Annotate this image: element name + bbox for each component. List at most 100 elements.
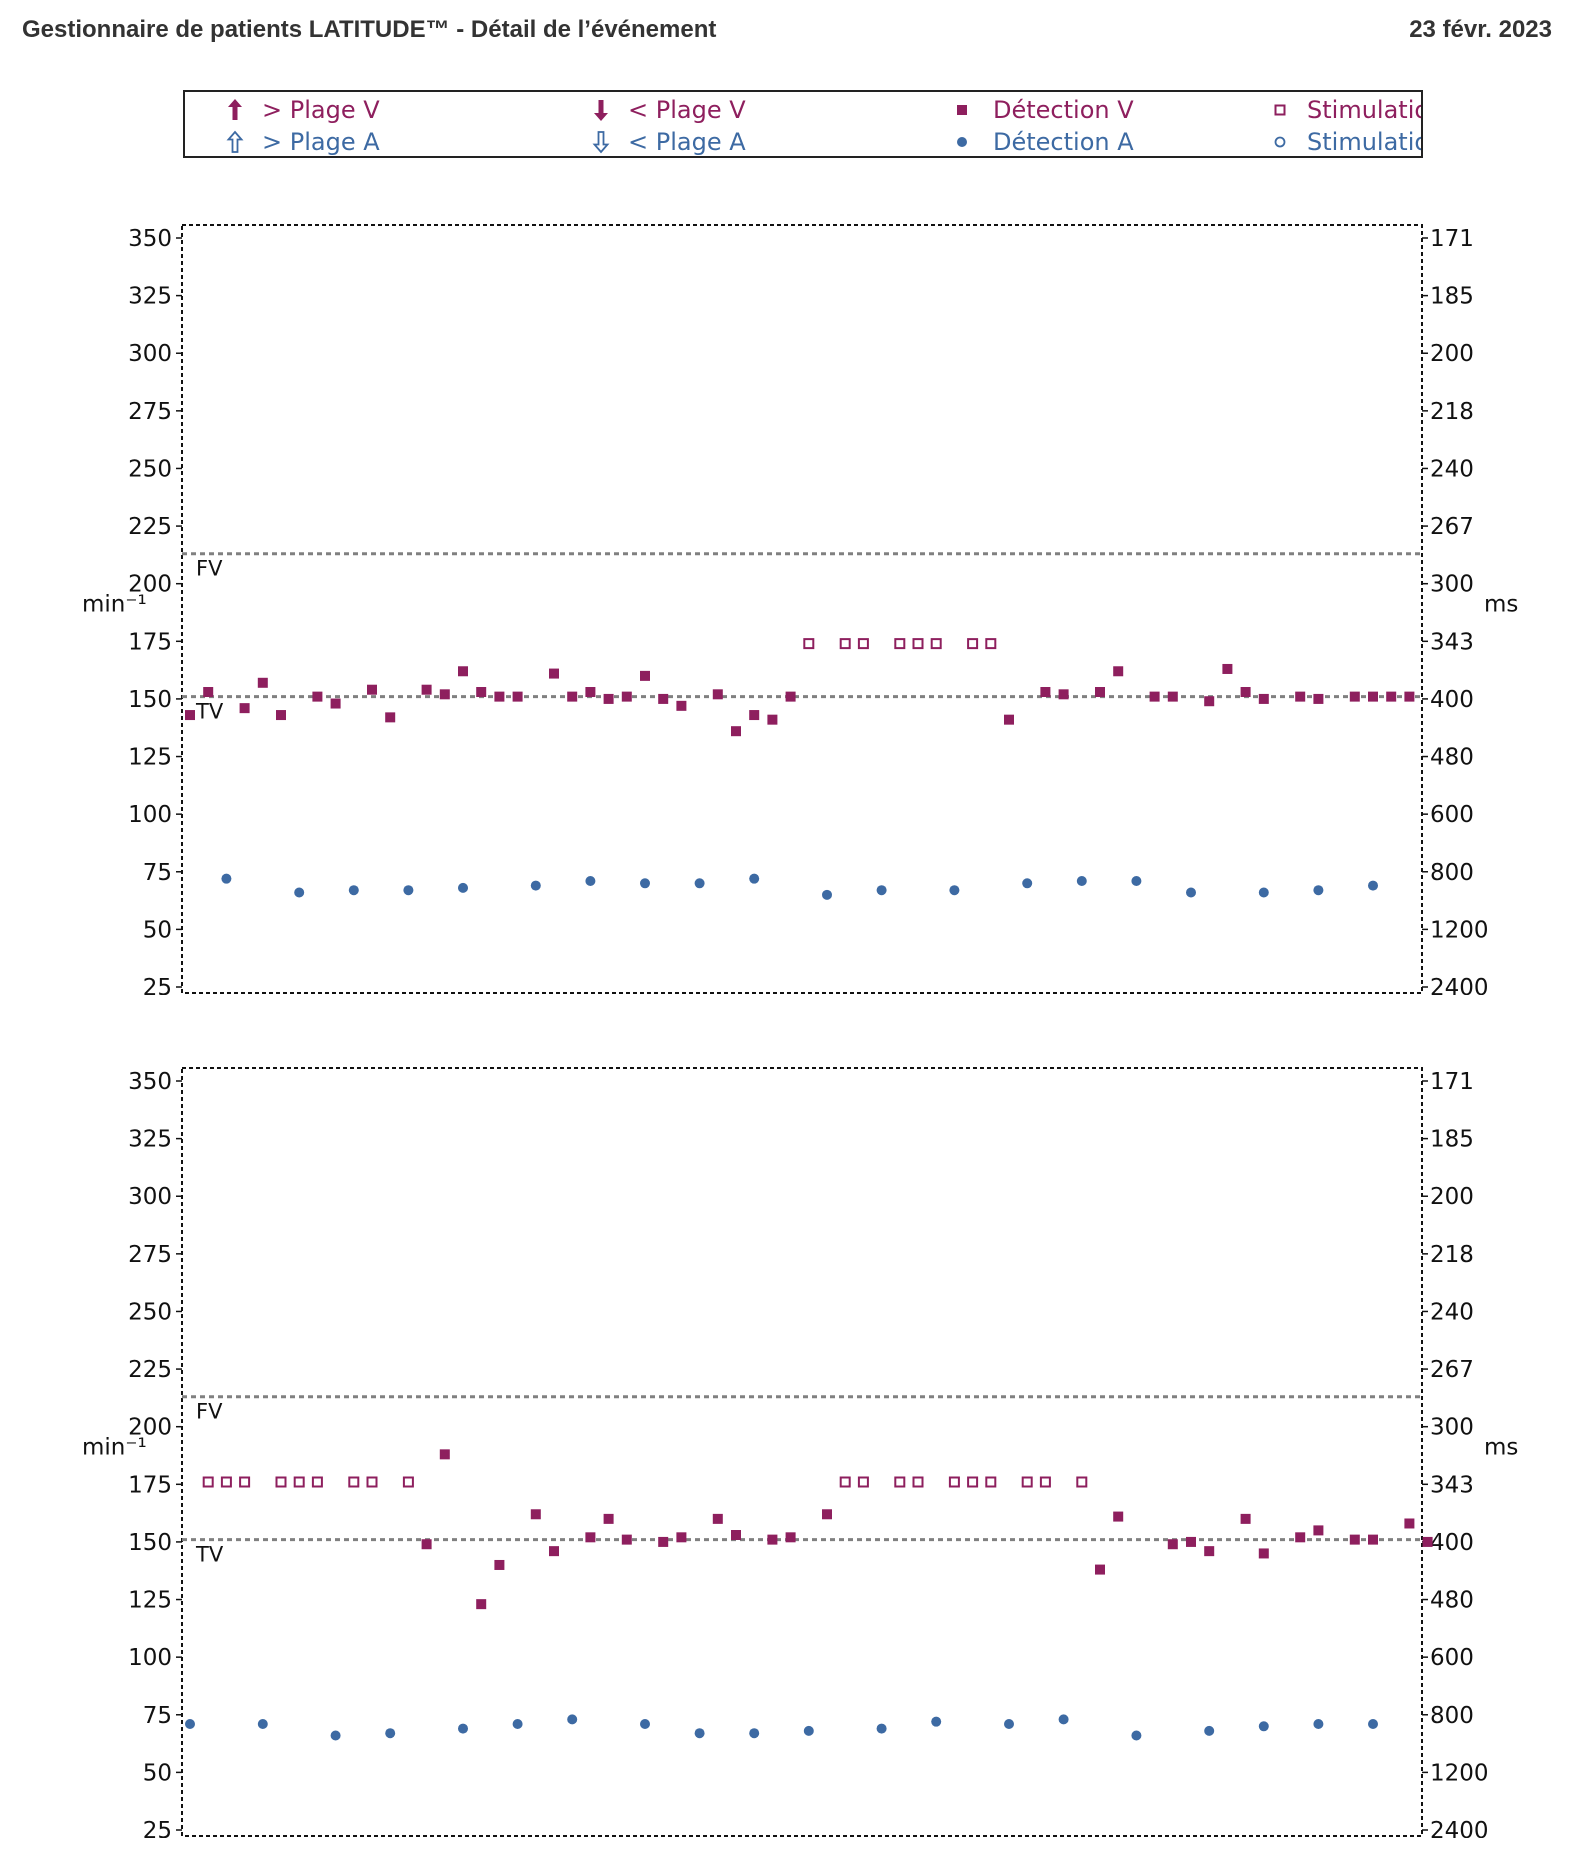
v-sense-point <box>603 1513 614 1524</box>
v-sense-point <box>1313 1525 1324 1536</box>
v-pace-point <box>930 638 942 650</box>
v-pace-point <box>912 638 924 650</box>
v-sense-point <box>1313 693 1324 704</box>
v-pace-point <box>239 1476 251 1488</box>
legend-item-a-below-range: < Plage A <box>586 126 746 156</box>
v-sense-point <box>1368 691 1378 702</box>
y-tick-label: 325 <box>128 1127 172 1153</box>
y-tick-label: 350 <box>128 226 172 252</box>
y2-tick-label: 300 <box>1430 572 1474 598</box>
a-sense-point <box>640 1718 650 1729</box>
y-tick-label: 250 <box>128 456 172 482</box>
y-tick-label: 100 <box>128 802 172 828</box>
y-axis-label: min⁻¹ <box>82 592 147 618</box>
v-sense-point <box>1240 1513 1251 1524</box>
legend-item-v-pace: Stimulation V <box>1265 94 1421 126</box>
a-sense-point <box>403 885 414 896</box>
legend-label: Stimulation V <box>1307 96 1421 124</box>
v-sense-point <box>1004 714 1014 725</box>
v-sense-point <box>731 726 741 737</box>
a-sense-point <box>1258 1721 1269 1732</box>
y-tick-label: 175 <box>128 629 172 655</box>
y-tick-label: 50 <box>143 1760 172 1786</box>
v-sense-point <box>1240 687 1251 698</box>
arrow-down-filled-icon <box>586 95 616 125</box>
a-sense-point <box>876 885 887 896</box>
y2-tick-label: 800 <box>1430 860 1474 886</box>
v-sense-point <box>658 1536 669 1547</box>
y2-tick-label: 1200 <box>1430 917 1489 943</box>
v-pace-point <box>839 1476 851 1488</box>
a-sense-point <box>749 873 760 884</box>
circle-filled-icon <box>947 127 977 156</box>
y2-tick-label: 185 <box>1430 284 1474 310</box>
square-filled-icon <box>947 95 977 125</box>
y2-tick-label: 240 <box>1430 1299 1474 1325</box>
threshold-label-tv: TV <box>195 1543 224 1567</box>
v-sense-point <box>621 691 632 702</box>
y2-tick-label: 200 <box>1430 1184 1474 1210</box>
v-sense-point <box>312 691 323 702</box>
v-sense-point <box>567 691 578 702</box>
v-pace-point <box>912 1476 924 1488</box>
a-sense-point <box>1131 1730 1142 1741</box>
v-sense-point <box>1295 1532 1306 1543</box>
a-sense-point <box>1186 887 1196 898</box>
v-sense-point <box>421 1539 432 1550</box>
y2-tick-label: 218 <box>1430 1242 1474 1268</box>
a-sense-point <box>385 1728 396 1739</box>
v-pace-point <box>220 1476 232 1488</box>
a-sense-point <box>803 1725 814 1736</box>
a-sense-point <box>822 889 832 900</box>
v-sense-point <box>1149 691 1160 702</box>
y-tick-label: 250 <box>128 1299 172 1325</box>
v-sense-point <box>1204 1546 1215 1557</box>
v-pace-point <box>894 1476 906 1488</box>
y2-tick-label: 218 <box>1430 399 1474 425</box>
a-sense-point <box>1131 875 1142 886</box>
y2-tick-label: 300 <box>1430 1415 1474 1441</box>
v-sense-point <box>239 703 250 714</box>
v-sense-point <box>1095 1564 1105 1575</box>
v-pace-point <box>857 1476 869 1488</box>
a-sense-point <box>458 1723 468 1734</box>
a-sense-point <box>458 882 468 893</box>
arrow-up-filled-icon <box>220 95 250 125</box>
v-sense-point <box>1113 1511 1124 1522</box>
v-sense-point <box>476 1599 487 1610</box>
a-sense-point <box>185 1718 195 1729</box>
v-sense-point <box>767 714 778 725</box>
a-sense-point <box>221 873 232 884</box>
y-axis-label: min⁻¹ <box>82 1435 147 1461</box>
v-sense-point <box>1258 693 1269 704</box>
v-sense-point <box>621 1534 632 1545</box>
y-tick-label: 75 <box>143 860 172 886</box>
v-sense-point <box>658 693 669 704</box>
v-sense-point <box>494 691 505 702</box>
legend-label: Stimulation A <box>1307 128 1421 156</box>
arrow-up-open-icon <box>220 127 250 156</box>
a-sense-point <box>1313 1718 1324 1729</box>
legend-item-v-sense: Détection V <box>947 94 1134 126</box>
y2-tick-label: 240 <box>1430 456 1474 482</box>
v-sense-point <box>494 1559 505 1570</box>
y2-tick-label: 480 <box>1430 745 1474 771</box>
v-sense-point <box>767 1534 778 1545</box>
y-tick-label: 125 <box>128 745 172 771</box>
y-tick-label: 25 <box>143 1818 172 1838</box>
a-sense-point <box>876 1723 887 1734</box>
a-sense-point <box>512 1718 523 1729</box>
v-pace-point <box>839 638 851 650</box>
a-sense-point <box>530 880 541 891</box>
legend-label: > Plage V <box>262 96 380 124</box>
v-sense-point <box>276 710 286 721</box>
v-sense-point <box>1349 691 1360 702</box>
y2-tick-label: 600 <box>1430 1645 1474 1671</box>
rate-chart-2: 350 171 325 185 300 200 275 218 250 240 225 267 200 3… <box>82 1067 1518 1838</box>
report-date: 23 févr. 2023 <box>1409 16 1552 43</box>
y2-tick-label: 171 <box>1430 1069 1474 1095</box>
a-sense-point <box>749 1728 760 1739</box>
v-sense-point <box>203 687 214 698</box>
y2-tick-label: 171 <box>1430 226 1474 252</box>
v-sense-point <box>585 1532 596 1543</box>
